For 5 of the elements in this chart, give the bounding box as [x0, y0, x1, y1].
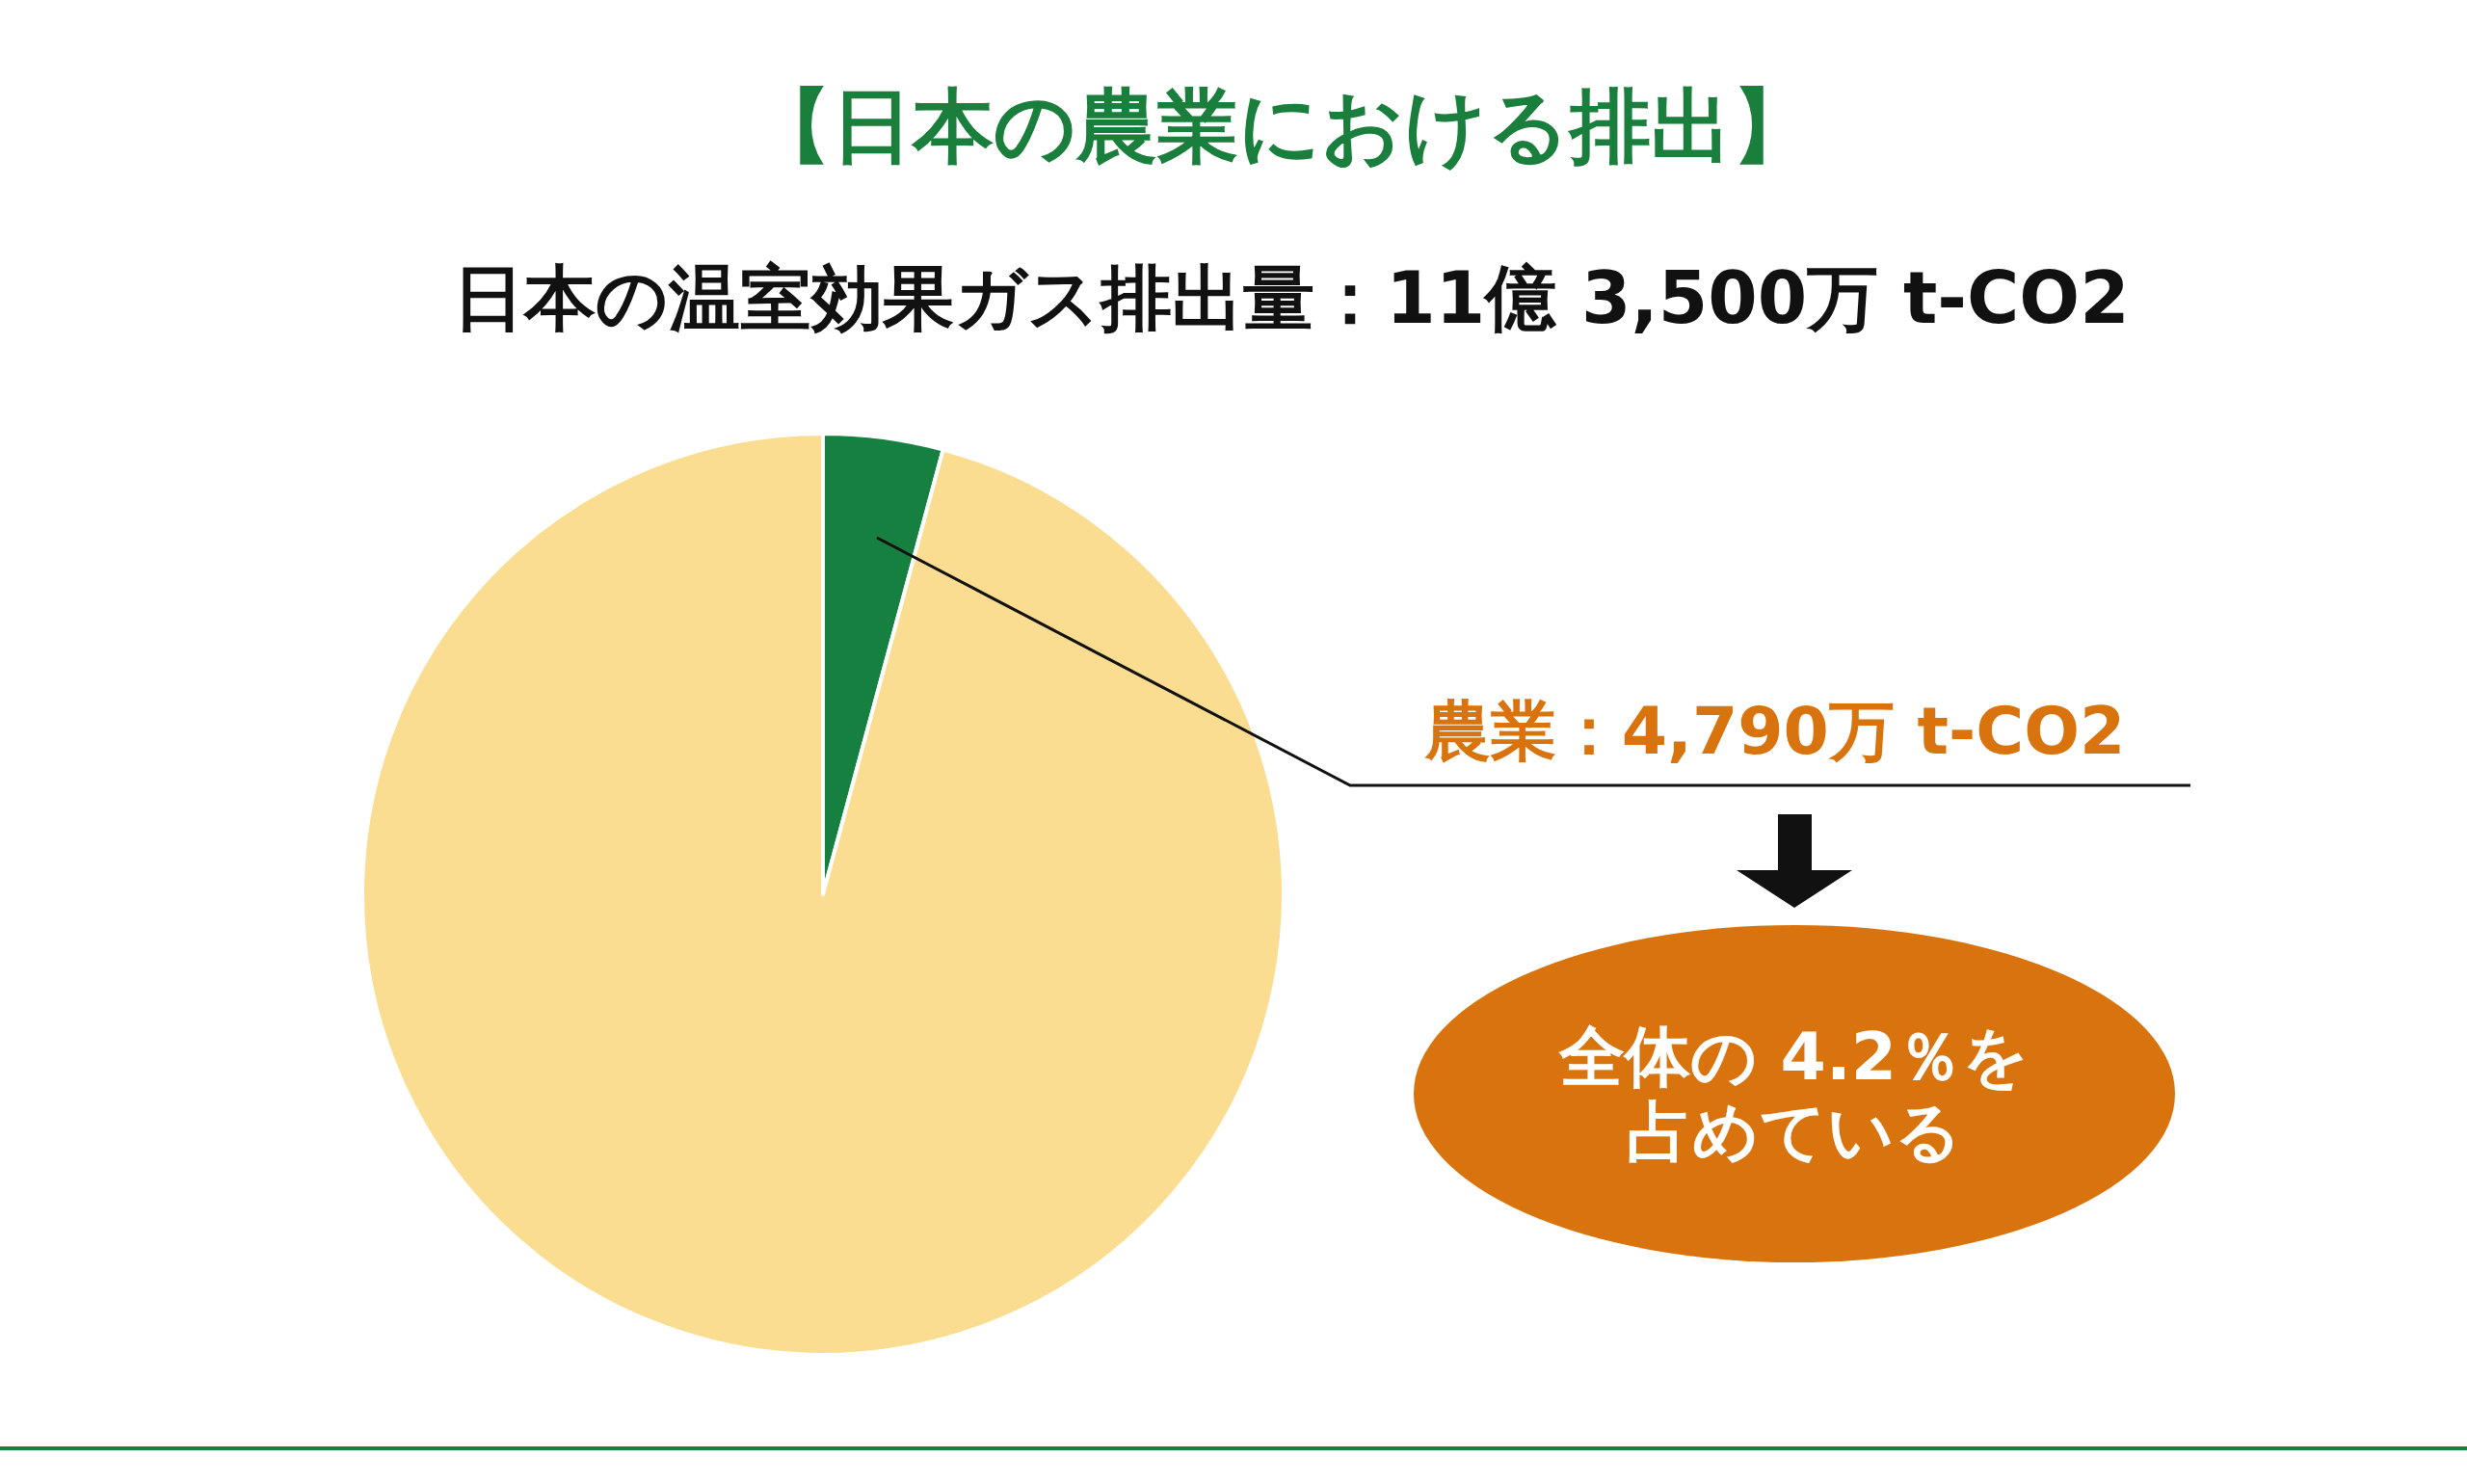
text: 農業：4,790万 t-CO2	[1423, 693, 2126, 769]
text: 全体の 4.2％を	[1557, 1019, 2030, 1095]
chart-title: 【日本の農業における排出】	[751, 79, 1813, 173]
chart-subtitle: 日本の温室効果ガス排出量：11億 3,500万 t-CO2	[453, 256, 2130, 339]
text: 占めている	[1627, 1094, 1962, 1170]
